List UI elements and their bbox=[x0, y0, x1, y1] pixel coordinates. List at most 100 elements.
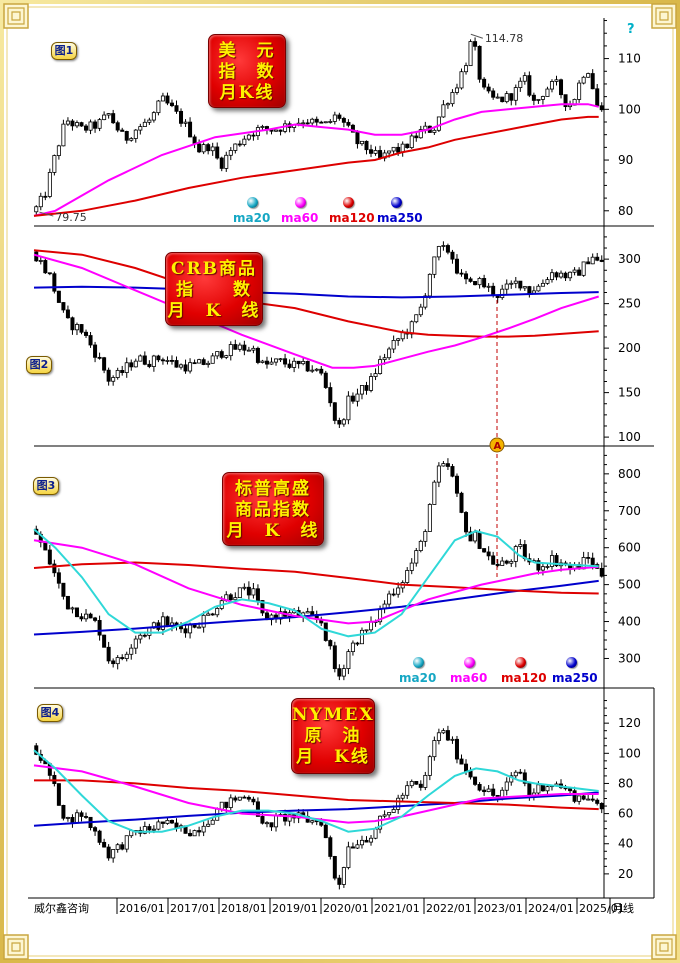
candlestick bbox=[156, 819, 161, 831]
candlestick bbox=[147, 117, 152, 125]
candlestick bbox=[364, 836, 369, 843]
candlestick bbox=[206, 360, 211, 368]
candlestick bbox=[590, 69, 595, 90]
candlestick bbox=[43, 257, 48, 275]
ma250-line bbox=[33, 285, 599, 299]
ma120-line bbox=[33, 115, 599, 217]
candlestick bbox=[527, 285, 532, 298]
candlestick bbox=[509, 772, 514, 786]
candlestick bbox=[61, 302, 66, 313]
candlestick bbox=[183, 625, 188, 638]
legend-label: ma60 bbox=[281, 211, 319, 225]
candlestick bbox=[441, 460, 446, 467]
candlestick bbox=[269, 129, 274, 135]
candlestick bbox=[174, 356, 179, 368]
candlestick bbox=[459, 491, 464, 514]
candlestick bbox=[396, 794, 401, 814]
candlestick bbox=[84, 609, 89, 622]
chart-title-line: CRB商品 bbox=[170, 259, 258, 279]
candlestick bbox=[450, 736, 455, 744]
candlestick bbox=[179, 108, 184, 127]
candlestick bbox=[400, 792, 405, 802]
candlestick bbox=[84, 812, 89, 819]
candlestick bbox=[540, 784, 545, 792]
y-tick-label: 60 bbox=[618, 807, 633, 821]
candlestick bbox=[599, 802, 604, 814]
legend-ball-icon bbox=[464, 657, 475, 668]
candlestick bbox=[188, 829, 193, 837]
candlestick bbox=[355, 130, 360, 149]
candlestick bbox=[559, 779, 564, 790]
candlestick bbox=[65, 305, 70, 319]
corner-ornament-icon bbox=[3, 934, 29, 960]
candlestick bbox=[129, 359, 134, 371]
candlestick bbox=[418, 780, 423, 791]
ma20-line bbox=[33, 749, 599, 833]
legend-label: ma250 bbox=[552, 671, 598, 685]
candlestick bbox=[323, 622, 328, 642]
candlestick bbox=[124, 130, 129, 144]
candlestick bbox=[536, 284, 541, 292]
y-tick-label: 200 bbox=[618, 341, 641, 355]
chart-title-line: 月K线 bbox=[219, 83, 275, 103]
candlestick bbox=[74, 120, 79, 129]
candlestick bbox=[111, 375, 116, 386]
candlestick bbox=[568, 100, 573, 111]
candlestick bbox=[93, 826, 98, 836]
candlestick bbox=[160, 357, 165, 365]
candlestick bbox=[314, 610, 319, 623]
candlestick bbox=[436, 116, 441, 132]
candlestick bbox=[120, 365, 125, 376]
chart-title-line: 月 K 线 bbox=[226, 521, 320, 541]
ma60-line bbox=[33, 764, 599, 824]
candlestick bbox=[369, 835, 374, 846]
candlestick bbox=[409, 131, 414, 150]
candlestick bbox=[513, 544, 518, 568]
candlestick bbox=[138, 354, 143, 362]
candlestick bbox=[518, 77, 523, 92]
chart-title-line: 月 K线 bbox=[296, 747, 370, 767]
candlestick bbox=[540, 95, 545, 105]
candlestick bbox=[473, 776, 478, 787]
candlestick bbox=[210, 352, 215, 364]
candlestick bbox=[260, 359, 265, 364]
ma120-line bbox=[34, 779, 599, 811]
chart-title-line: NYMEX bbox=[292, 705, 375, 725]
candlestick bbox=[93, 341, 98, 363]
candlestick bbox=[387, 812, 392, 819]
candlestick bbox=[454, 473, 459, 497]
y-tick-label: 100 bbox=[618, 102, 641, 116]
candlestick bbox=[477, 45, 482, 83]
candlestick bbox=[586, 552, 591, 564]
candlestick bbox=[418, 539, 423, 553]
candlestick bbox=[255, 346, 260, 365]
y-tick-label: 80 bbox=[618, 776, 633, 790]
candlestick bbox=[251, 132, 256, 141]
candlestick bbox=[459, 68, 464, 90]
candlestick bbox=[540, 279, 545, 287]
panel-4: 20 40 60 80 100 120 bbox=[33, 700, 654, 899]
candlestick bbox=[314, 116, 319, 126]
candlestick bbox=[246, 795, 251, 802]
candlestick bbox=[79, 323, 84, 335]
candlestick bbox=[391, 335, 396, 353]
figure-label: 图1 bbox=[51, 42, 77, 60]
help-icon: ? bbox=[627, 22, 635, 37]
candlestick bbox=[206, 142, 211, 155]
candlestick bbox=[251, 345, 256, 354]
candlestick bbox=[563, 94, 568, 112]
candlestick bbox=[260, 124, 265, 131]
candlestick bbox=[115, 120, 120, 133]
candlestick bbox=[509, 559, 514, 567]
candlestick bbox=[581, 261, 586, 277]
candlestick bbox=[93, 119, 98, 133]
candlestick bbox=[301, 119, 306, 129]
candlestick bbox=[305, 607, 310, 614]
candlestick bbox=[287, 359, 292, 370]
candlestick bbox=[387, 590, 392, 607]
candlestick bbox=[364, 381, 369, 395]
candlestick bbox=[274, 129, 279, 132]
candlestick bbox=[169, 99, 174, 108]
candlestick bbox=[436, 462, 441, 488]
candlestick bbox=[332, 855, 337, 881]
